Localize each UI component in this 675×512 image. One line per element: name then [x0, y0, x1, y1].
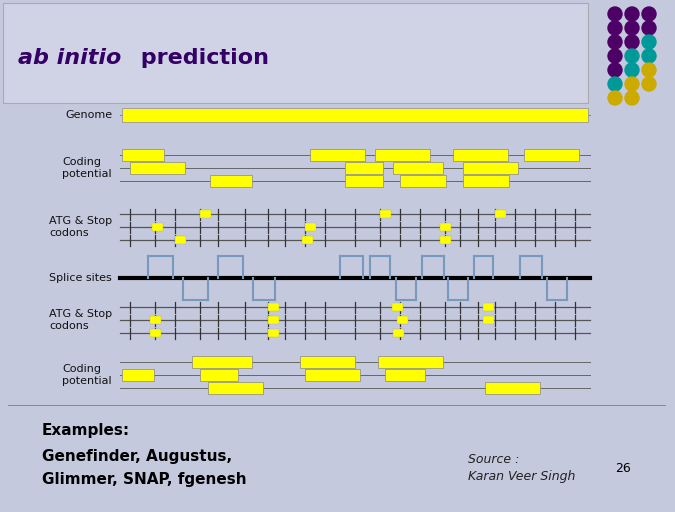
Circle shape [608, 35, 622, 49]
Text: 26: 26 [615, 461, 630, 475]
Bar [400, 175, 446, 187]
Bar [122, 108, 588, 122]
Circle shape [642, 35, 656, 49]
Bar [483, 303, 494, 311]
Circle shape [625, 77, 639, 91]
Bar [393, 162, 443, 174]
Text: ab initio: ab initio [18, 48, 122, 68]
Bar [375, 149, 430, 161]
Bar [310, 149, 365, 161]
Bar [302, 236, 313, 244]
Bar [380, 210, 391, 218]
Circle shape [625, 63, 639, 77]
Bar [300, 356, 355, 368]
Bar [200, 210, 211, 218]
Text: Examples:: Examples: [42, 422, 130, 437]
Bar [210, 175, 252, 187]
Text: prediction: prediction [133, 48, 269, 68]
Bar [440, 236, 451, 244]
Bar [440, 223, 451, 231]
Bar [200, 369, 238, 381]
Bar [268, 316, 279, 324]
Bar [345, 162, 383, 174]
Circle shape [608, 21, 622, 35]
Bar [175, 236, 186, 244]
Bar [397, 316, 408, 324]
Bar [463, 162, 518, 174]
Bar [130, 162, 185, 174]
Text: ATG & Stop
codons: ATG & Stop codons [49, 309, 112, 331]
Circle shape [625, 7, 639, 21]
Bar [208, 382, 263, 394]
Circle shape [642, 77, 656, 91]
Circle shape [608, 49, 622, 63]
Circle shape [625, 35, 639, 49]
Circle shape [625, 21, 639, 35]
Circle shape [625, 49, 639, 63]
Circle shape [608, 77, 622, 91]
Bar [345, 175, 383, 187]
Bar [122, 149, 164, 161]
Bar [483, 316, 494, 324]
Bar [524, 149, 579, 161]
Bar [495, 210, 506, 218]
Text: Coding
potential: Coding potential [62, 364, 112, 386]
Bar [393, 329, 404, 337]
Text: Splice sites: Splice sites [49, 273, 112, 283]
Text: Source :
Karan Veer Singh: Source : Karan Veer Singh [468, 453, 575, 483]
Bar [152, 223, 163, 231]
Bar [150, 316, 161, 324]
Text: Coding
potential: Coding potential [62, 157, 112, 179]
Bar [378, 356, 443, 368]
Text: Genome: Genome [65, 110, 112, 120]
Bar [150, 329, 161, 337]
Text: Genefinder, Augustus,
Glimmer, SNAP, fgenesh: Genefinder, Augustus, Glimmer, SNAP, fge… [42, 450, 246, 486]
Circle shape [642, 7, 656, 21]
Bar [268, 303, 279, 311]
Circle shape [625, 91, 639, 105]
Circle shape [642, 21, 656, 35]
Bar [305, 369, 360, 381]
Bar [463, 175, 509, 187]
Bar [305, 223, 316, 231]
Circle shape [642, 49, 656, 63]
Bar [385, 369, 425, 381]
Circle shape [642, 63, 656, 77]
Bar [268, 329, 279, 337]
Circle shape [608, 63, 622, 77]
Bar [485, 382, 540, 394]
Bar [392, 303, 403, 311]
Bar [453, 149, 508, 161]
Bar [192, 356, 252, 368]
Circle shape [608, 91, 622, 105]
Bar [3, 3, 588, 103]
Bar [122, 369, 154, 381]
Circle shape [608, 7, 622, 21]
Text: ATG & Stop
codons: ATG & Stop codons [49, 216, 112, 238]
